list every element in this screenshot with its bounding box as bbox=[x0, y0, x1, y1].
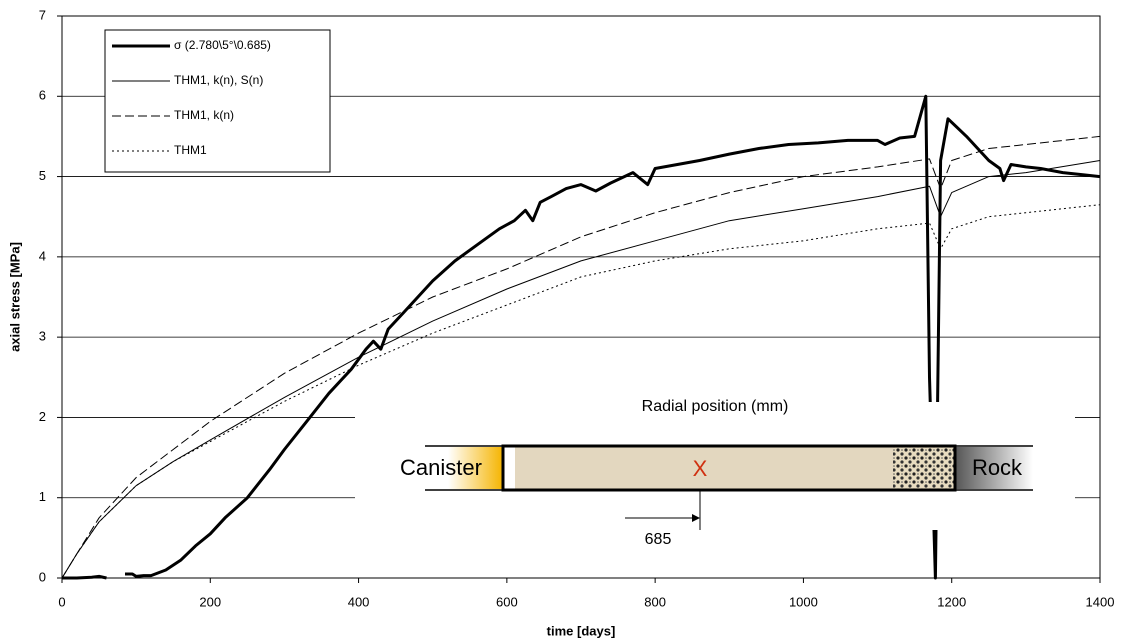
x-tick-label: 1200 bbox=[937, 594, 966, 609]
series-line bbox=[61, 204, 1101, 579]
inset-title: Radial position (mm) bbox=[642, 398, 789, 415]
legend-label: σ (2.780\5°\0.685) bbox=[174, 38, 271, 52]
position-marker: X bbox=[693, 456, 708, 481]
x-tick-label: 200 bbox=[199, 594, 221, 609]
position-label: 685 bbox=[645, 531, 672, 548]
x-tick-label: 1000 bbox=[789, 594, 818, 609]
canister-fill bbox=[448, 447, 503, 489]
legend-label: THM1, k(n) bbox=[174, 108, 234, 122]
x-tick-label: 0 bbox=[58, 594, 65, 609]
y-tick-label: 1 bbox=[39, 489, 46, 504]
y-tick-label: 2 bbox=[39, 409, 46, 424]
series-line bbox=[61, 160, 1101, 579]
x-tick-label: 800 bbox=[644, 594, 666, 609]
buffer-frame bbox=[501, 444, 957, 492]
y-tick-label: 3 bbox=[39, 329, 46, 344]
canister-label: Canister bbox=[400, 455, 482, 480]
y-tick-label: 5 bbox=[39, 168, 46, 183]
rock-label: Rock bbox=[972, 455, 1023, 480]
y-tick-label: 7 bbox=[39, 7, 46, 22]
legend-box bbox=[104, 29, 331, 173]
gap bbox=[503, 447, 515, 489]
y-tick-label: 4 bbox=[39, 248, 46, 263]
arrow-head bbox=[692, 514, 700, 522]
legend-label: THM1 bbox=[174, 143, 207, 157]
inset-diagram: Radial position (mm) Canister Rock X 685 bbox=[355, 398, 1075, 548]
y-axis-title: axial stress [MPa] bbox=[7, 242, 22, 352]
x-tick-label: 1400 bbox=[1086, 594, 1115, 609]
backfill bbox=[893, 447, 955, 489]
buffer bbox=[515, 447, 893, 489]
y-tick-label: 0 bbox=[39, 569, 46, 584]
x-axis-title: time [days] bbox=[547, 623, 616, 638]
y-tick-label: 6 bbox=[39, 88, 46, 103]
x-tick-label: 400 bbox=[348, 594, 370, 609]
legend-label: THM1, k(n), S(n) bbox=[174, 73, 263, 87]
plot-frame bbox=[61, 15, 1101, 579]
series-line bbox=[61, 135, 1101, 579]
x-tick-label: 600 bbox=[496, 594, 518, 609]
rock-fill bbox=[955, 447, 1033, 489]
